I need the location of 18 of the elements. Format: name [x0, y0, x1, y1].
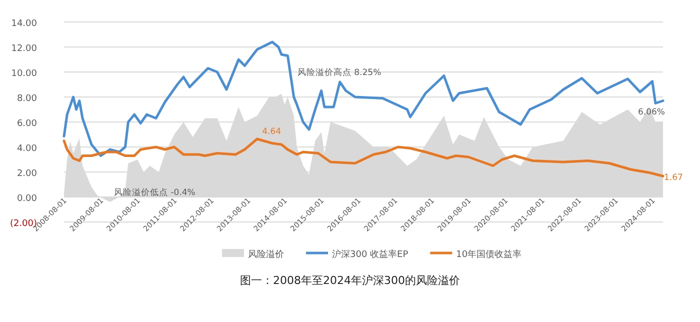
legend-label: 风险溢价 — [248, 249, 284, 260]
annotation: 1.67 — [664, 173, 683, 184]
y-tick-label: 14.00 — [11, 19, 38, 29]
y-tick-label: 4.00 — [16, 144, 38, 154]
annotation: 4.64 — [262, 127, 282, 137]
legend-label: 10年国债收益率 — [456, 249, 522, 260]
y-tick-label: 8.00 — [16, 94, 38, 104]
y-tick-label: 6.00 — [16, 119, 38, 129]
legend-label: 沪深300 收益率EP — [332, 249, 409, 260]
text: 图一：2008年至2024年沪深300的风险溢价 — [240, 274, 460, 287]
annotation: 6.06% — [638, 107, 666, 118]
y-tick-label: 12.00 — [11, 44, 38, 54]
line-series — [62, 40, 664, 157]
annotation: 风险溢价低点 -0.4% — [114, 187, 196, 198]
line-series — [62, 138, 664, 178]
y-tick-label: 10.00 — [11, 69, 38, 79]
annotation: 风险溢价高点 8.25% — [297, 66, 382, 78]
y-tick-label: 2.00 — [16, 169, 38, 179]
